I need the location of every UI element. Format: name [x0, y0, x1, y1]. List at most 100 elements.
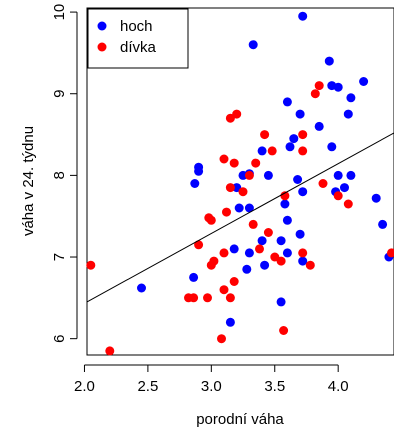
- y-axis: 6 7 8 9 10: [51, 4, 78, 343]
- point-hoch-44: [260, 260, 270, 270]
- point-hoch-32: [371, 193, 381, 203]
- point-divka-15: [333, 191, 343, 201]
- point-divka-30: [206, 260, 216, 270]
- point-hoch-17: [263, 170, 273, 180]
- point-divka-13: [318, 179, 328, 188]
- point-divka-23: [194, 240, 204, 250]
- point-hoch-35: [257, 236, 267, 246]
- point-divka-40: [279, 326, 289, 335]
- point-divka-18: [343, 199, 353, 209]
- plot-area: [86, 7, 394, 356]
- point-hoch-36: [276, 236, 286, 246]
- legend-label-divka: dívka: [120, 39, 157, 56]
- point-divka-20: [206, 215, 216, 225]
- point-hoch-20: [190, 179, 200, 188]
- point-hoch-10: [295, 109, 305, 119]
- y-tick-label-1: 7: [51, 253, 68, 261]
- point-hoch-3: [359, 77, 369, 86]
- point-hoch-14: [327, 142, 337, 152]
- point-hoch-34: [378, 219, 388, 229]
- point-divka-33: [86, 260, 96, 270]
- point-divka-26: [298, 248, 308, 258]
- point-divka-31: [387, 248, 394, 258]
- point-hoch-9: [343, 109, 353, 119]
- point-divka-7: [267, 146, 277, 156]
- point-hoch-2: [324, 56, 334, 66]
- point-hoch-45: [137, 283, 146, 293]
- point-hoch-37: [229, 244, 239, 254]
- y-tick-label-4: 10: [51, 4, 68, 21]
- point-divka-1: [310, 89, 320, 99]
- point-divka-24: [255, 244, 264, 254]
- legend: hoch dívka: [87, 8, 189, 69]
- point-divka-4: [260, 130, 270, 140]
- point-divka-16: [238, 187, 248, 197]
- point-divka-39: [225, 293, 235, 303]
- regression-line: [86, 132, 394, 303]
- point-divka-37: [189, 293, 199, 303]
- x-axis-title: porodní váha: [196, 411, 284, 428]
- point-hoch-7: [346, 93, 356, 103]
- point-divka-41: [217, 334, 226, 344]
- point-divka-5: [298, 130, 308, 140]
- point-hoch-30: [244, 203, 254, 213]
- point-divka-3: [232, 109, 242, 119]
- legend-box: [87, 8, 189, 69]
- legend-label-hoch: hoch: [120, 18, 153, 35]
- point-hoch-29: [234, 203, 244, 213]
- point-divka-0: [314, 81, 324, 91]
- point-divka-21: [248, 219, 258, 229]
- x-tick-label-0: 2.0: [74, 378, 95, 395]
- plot-frame: [86, 7, 394, 356]
- point-divka-42: [105, 346, 115, 356]
- point-hoch-41: [298, 256, 308, 266]
- point-hoch-31: [282, 215, 292, 225]
- point-hoch-38: [282, 248, 292, 258]
- x-tick-label-4: 4.0: [328, 378, 349, 395]
- point-hoch-19: [194, 166, 204, 176]
- point-hoch-12: [285, 142, 295, 152]
- point-divka-17: [222, 207, 231, 217]
- point-hoch-25: [340, 183, 349, 193]
- point-divka-38: [203, 293, 212, 303]
- point-hoch-42: [242, 264, 252, 274]
- point-hoch-13: [257, 146, 267, 156]
- point-hoch-5: [333, 82, 343, 92]
- y-tick-label-3: 9: [51, 90, 68, 98]
- y-tick-label-2: 8: [51, 171, 68, 179]
- legend-marker-hoch: [97, 21, 107, 31]
- point-divka-34: [229, 277, 239, 286]
- point-hoch-47: [225, 317, 235, 327]
- point-hoch-28: [280, 199, 290, 209]
- x-axis: 2.0 2.5 3.0 3.5 4.0: [74, 364, 349, 395]
- point-divka-8: [298, 146, 308, 156]
- point-divka-22: [263, 228, 273, 237]
- point-hoch-24: [293, 175, 303, 184]
- point-divka-32: [305, 260, 315, 270]
- point-hoch-33: [295, 229, 305, 239]
- x-tick-label-3: 3.5: [264, 378, 285, 395]
- data-points: [86, 11, 394, 356]
- point-hoch-43: [189, 272, 199, 282]
- point-divka-10: [251, 158, 261, 168]
- point-divka-14: [280, 191, 290, 201]
- point-hoch-8: [314, 121, 324, 131]
- point-divka-11: [244, 170, 254, 180]
- point-divka-29: [276, 256, 286, 266]
- point-hoch-1: [248, 40, 258, 50]
- point-hoch-46: [276, 297, 286, 307]
- point-hoch-11: [289, 134, 299, 144]
- y-axis-title: váha v 24. týdnu: [20, 126, 37, 236]
- point-hoch-27: [298, 187, 308, 197]
- y-tick-label-0: 6: [51, 334, 68, 342]
- point-divka-12: [225, 183, 235, 193]
- point-divka-6: [219, 154, 229, 164]
- point-divka-27: [219, 248, 229, 258]
- legend-marker-divka: [97, 42, 107, 52]
- x-tick-label-1: 2.5: [137, 378, 158, 395]
- point-hoch-39: [244, 248, 254, 258]
- point-hoch-23: [346, 170, 356, 180]
- point-divka-35: [219, 285, 229, 295]
- x-tick-label-2: 3.0: [201, 378, 222, 395]
